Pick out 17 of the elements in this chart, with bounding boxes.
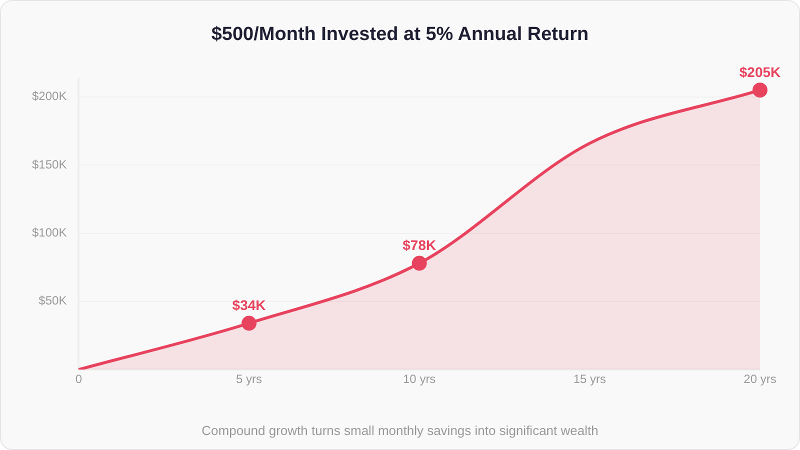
point: [242, 316, 257, 331]
y-tick-label: $50K: [38, 294, 67, 308]
x-tick-label: 15 yrs: [573, 372, 606, 386]
y-tick-label: $100K: [32, 226, 67, 240]
y-tick-label: $150K: [32, 157, 67, 172]
point: [412, 256, 427, 271]
data-label: $78K: [402, 237, 436, 254]
x-tick-label: 5 yrs: [236, 372, 262, 386]
data-label: $34K: [232, 297, 266, 314]
y-tick-label: $200K: [32, 89, 67, 104]
x-tick-label: 0: [75, 372, 82, 386]
x-tick-label: 10 yrs: [403, 372, 436, 386]
text: Compound growth turns small monthly savings into significant wealth: [200, 423, 600, 438]
x-tick-label: 20 yrs: [744, 372, 776, 386]
data-label: $205K: [739, 64, 781, 80]
chart-title: $500/Month Invested at 5% Annual Return: [210, 24, 590, 46]
point: [752, 82, 768, 98]
